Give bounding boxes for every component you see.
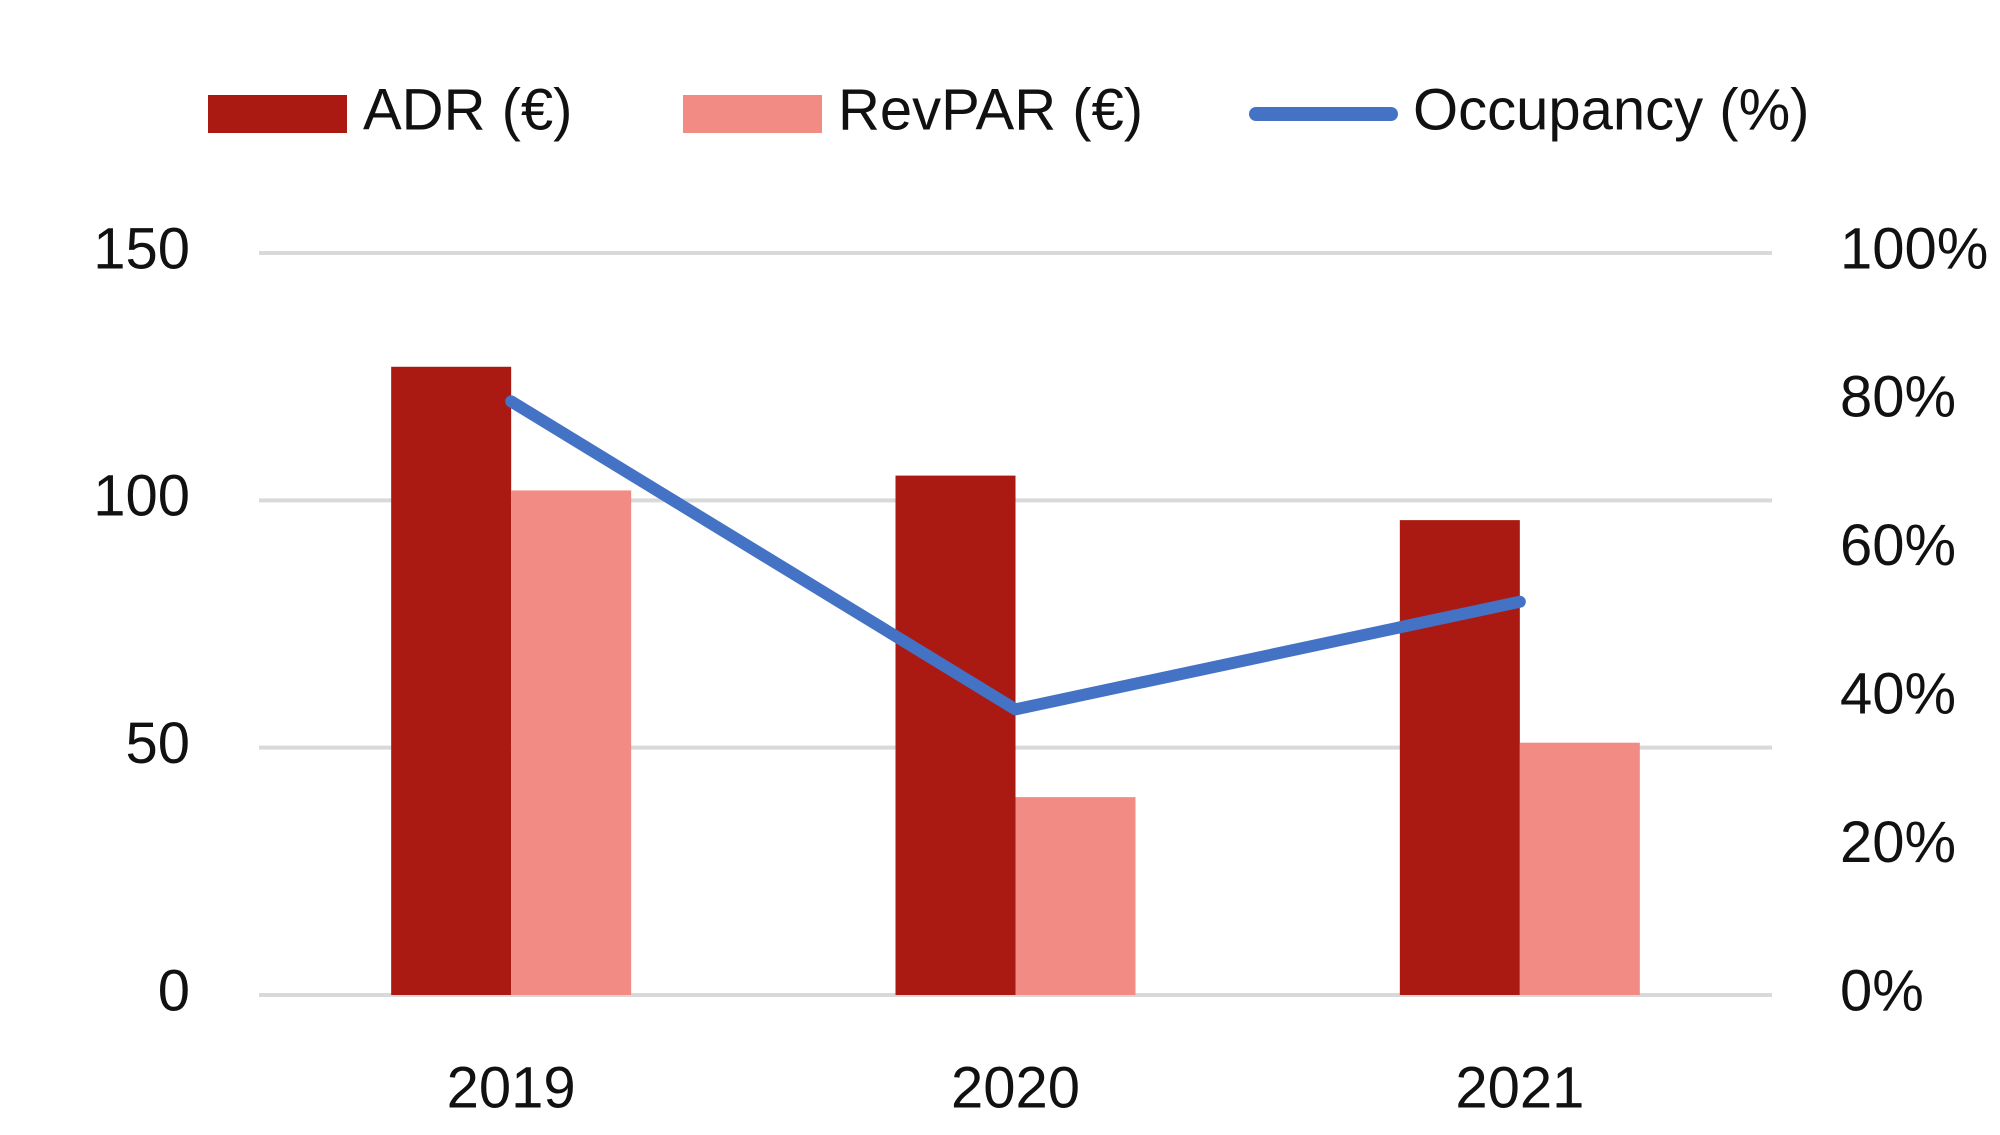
y2-tick-label: 100% — [1840, 216, 1988, 281]
y2-tick-label: 40% — [1840, 662, 1956, 727]
y-tick-label: 0 — [158, 958, 190, 1023]
legend-label: RevPAR (€) — [838, 77, 1143, 142]
bar — [895, 475, 1016, 996]
x-tick-label: 2019 — [447, 1055, 576, 1120]
bar — [1015, 797, 1136, 995]
bar — [1399, 520, 1520, 995]
y2-tick-label: 60% — [1840, 513, 1956, 578]
x-tick-label: 2020 — [951, 1055, 1080, 1120]
legend-swatch — [683, 95, 822, 133]
legend-label: ADR (€) — [363, 77, 572, 142]
bar — [391, 366, 512, 996]
y2-tick-label: 0% — [1840, 958, 1924, 1023]
bar — [1519, 742, 1640, 995]
line — [505, 395, 1526, 716]
x-tick-label: 2021 — [1455, 1055, 1584, 1120]
bar — [511, 490, 632, 995]
legend-label: Occupancy (%) — [1413, 77, 1809, 142]
y2-tick-label: 80% — [1840, 365, 1956, 430]
legend-swatch — [208, 95, 347, 133]
y-tick-label: 100 — [93, 464, 190, 529]
y2-tick-label: 20% — [1840, 810, 1956, 875]
y-tick-label: 50 — [125, 711, 190, 776]
y-tick-label: 150 — [93, 216, 190, 281]
